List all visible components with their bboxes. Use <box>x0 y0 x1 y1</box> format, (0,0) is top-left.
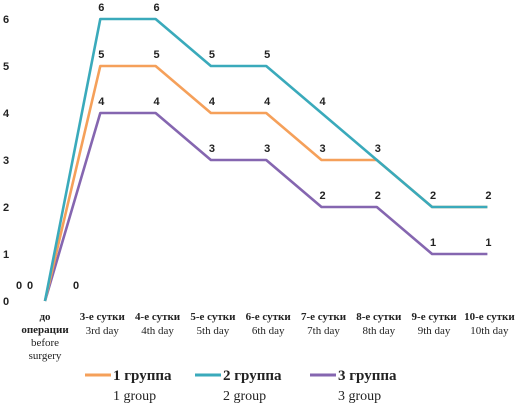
data-label: 3 <box>209 143 215 155</box>
x-tick-label-en: surgery <box>29 350 62 362</box>
data-label: 2 <box>485 190 491 202</box>
x-tick-label: 10-е сутки 10th day <box>464 311 515 337</box>
data-label: 1 <box>430 237 436 249</box>
x-tick-label-en: 3rd day <box>86 325 120 337</box>
legend-label-en: 3 group <box>338 389 381 404</box>
x-tick-label-en: 10th day <box>470 325 509 337</box>
data-label: 2 <box>375 190 381 202</box>
x-tick-label-en: 8th day <box>362 325 395 337</box>
x-tick-label: 3-е сутки 3rd day <box>80 311 126 337</box>
data-label: 4 <box>264 96 271 108</box>
x-tick-label-ru: до <box>39 311 51 323</box>
x-tick-label-ru: операции <box>21 324 69 336</box>
x-tick-label-ru: 3-е сутки <box>80 311 126 323</box>
y-tick-label: 5 <box>3 61 9 73</box>
legend-item-2: 2 группа 2 group <box>195 368 282 404</box>
x-tick-label: 7-е сутки 7th day <box>301 311 347 337</box>
data-label: 4 <box>209 96 216 108</box>
legend-item-1: 1 группа 1 group <box>85 368 172 404</box>
y-tick-label: 4 <box>3 108 10 120</box>
x-tick-label-ru: 5-е сутки <box>190 311 236 323</box>
x-tick-label-en: 7th day <box>307 325 340 337</box>
x-tick-label-ru: 10-е сутки <box>464 311 515 323</box>
series-line-3 <box>43 111 488 302</box>
data-label: 4 <box>154 96 161 108</box>
y-tick-label: 0 <box>3 296 9 308</box>
data-label: 0 <box>27 280 33 292</box>
data-label: 2 <box>430 190 436 202</box>
y-axis: 0 1 2 3 4 5 6 <box>3 14 10 308</box>
legend-item-3: 3 группа 3 group <box>310 368 397 404</box>
x-tick-label-en: 4th day <box>141 325 174 337</box>
x-tick-label-en: 5th day <box>197 325 230 337</box>
x-tick-label: 4-е сутки 4th day <box>135 311 181 337</box>
legend-label-ru: 3 группа <box>338 368 397 384</box>
data-label: 3 <box>264 143 270 155</box>
y-tick-label: 1 <box>3 249 9 261</box>
data-label: 6 <box>98 2 104 14</box>
data-label: 3 <box>375 143 381 155</box>
x-tick-label-en: 6th day <box>252 325 285 337</box>
y-tick-label: 6 <box>3 14 9 26</box>
data-label: 1 <box>485 237 491 249</box>
y-tick-label: 2 <box>3 202 9 214</box>
series-line-2 <box>43 17 488 302</box>
data-label: 6 <box>154 2 160 14</box>
data-label: 4 <box>98 96 105 108</box>
x-tick-label: 8-е сутки 8th day <box>356 311 402 337</box>
series-lines <box>43 17 488 302</box>
data-label: 3 <box>319 143 325 155</box>
legend-label-en: 2 group <box>223 389 266 404</box>
y-tick-label: 3 <box>3 155 9 167</box>
x-tick-label-ru: 9-е сутки <box>412 311 458 323</box>
data-label: 5 <box>209 49 215 61</box>
x-tick-label-ru: 7-е сутки <box>301 311 347 323</box>
x-tick-label: 9-е сутки 9th day <box>412 311 458 337</box>
x-tick-label-ru: 4-е сутки <box>135 311 181 323</box>
data-label: 5 <box>264 49 270 61</box>
legend-label-en: 1 group <box>113 389 156 404</box>
data-label: 4 <box>319 96 326 108</box>
legend-label-ru: 2 группа <box>223 368 282 384</box>
data-labels: 0 5 5 4 4 3 0 6 6 5 5 4 3 2 2 0 4 4 3 3 2 2 1 1 <box>16 2 492 292</box>
x-tick-label-ru: 6-е сутки <box>246 311 292 323</box>
x-tick-label: 5-е сутки 5th day <box>190 311 236 337</box>
data-label: 5 <box>154 49 160 61</box>
x-tick-label-ru: 8-е сутки <box>356 311 402 323</box>
x-tick-label: 6-е сутки 6th day <box>246 311 292 337</box>
legend-label-ru: 1 группа <box>113 368 172 384</box>
data-label: 5 <box>98 49 104 61</box>
x-tick-label-en: before <box>31 337 59 349</box>
x-tick-label-en: 9th day <box>418 325 451 337</box>
data-label: 0 <box>73 280 79 292</box>
data-label: 2 <box>319 190 325 202</box>
data-label: 0 <box>16 280 22 292</box>
